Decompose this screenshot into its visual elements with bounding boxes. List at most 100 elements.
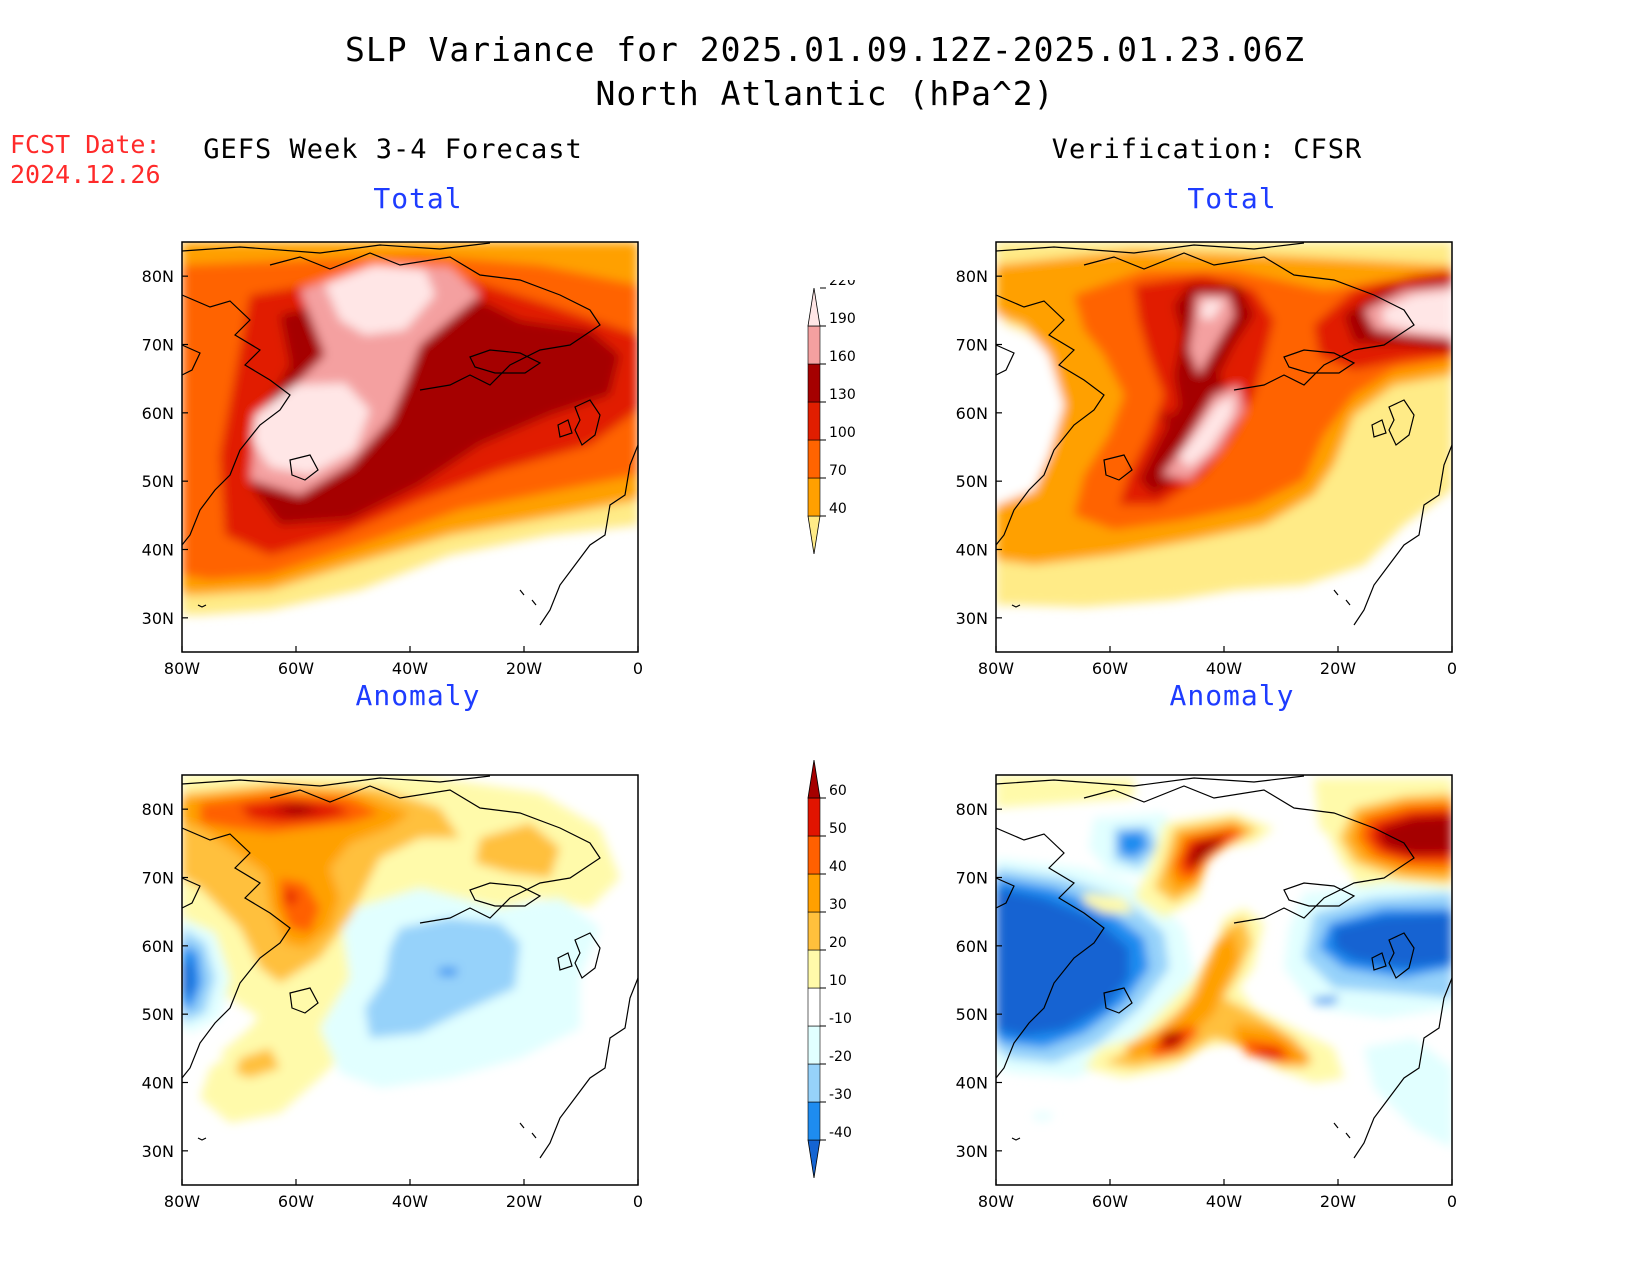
coastline — [182, 242, 638, 626]
main-title: SLP Variance for 2025.01.09.12Z-2025.01.… — [345, 30, 1305, 69]
colorbar-swatch — [807, 1139, 821, 1179]
colorbar-label: 70 — [829, 463, 847, 479]
colorbar-swatch — [807, 287, 821, 327]
lat-tick-label: 40N — [142, 1074, 174, 1093]
left-column-title: GEFS Week 3-4 Forecast — [203, 134, 583, 165]
map-panel-gefs-total: 80W 60W 40W 20W 0 30N 40N 50N 60N 70N 80N — [142, 241, 643, 675]
lat-tick-label: 80N — [956, 800, 988, 819]
colorbar-label: 130 — [829, 387, 856, 403]
lat-tick-label: 60N — [142, 404, 174, 423]
lat-tick-label: 40N — [956, 1074, 988, 1093]
colorbar-swatch — [807, 325, 821, 365]
colorbar-swatch — [807, 1025, 821, 1065]
lon-tick-label: 60W — [278, 1192, 314, 1208]
map-panel-cfsr-total: 80W 60W 40W 20W 0 30N 40N 50N 60N 70N 80N — [956, 241, 1457, 675]
lon-tick-label: 40W — [1206, 1192, 1242, 1208]
variance-field — [182, 242, 638, 652]
lon-tick-label: 20W — [1320, 1192, 1356, 1208]
lon-tick-label: 20W — [1320, 659, 1356, 675]
lat-tick-label: 80N — [956, 267, 988, 286]
lon-tick-label: 60W — [278, 659, 314, 675]
lat-tick-label: 30N — [956, 609, 988, 628]
lat-tick-label: 70N — [142, 336, 174, 355]
total-colorbar: 40 70 100 130 160 190 220 — [807, 280, 856, 555]
colorbar-swatch — [807, 477, 821, 517]
lat-tick-label: 30N — [142, 1142, 174, 1161]
colorbar-label: -40 — [829, 1125, 852, 1141]
colorbar-label: 10 — [829, 973, 847, 989]
lon-tick-label: 40W — [392, 1192, 428, 1208]
lat-tick-label: 70N — [142, 869, 174, 888]
lat-tick-label: 80N — [142, 800, 174, 819]
lat-tick-label: 80N — [142, 267, 174, 286]
lat-tick-label: 70N — [956, 336, 988, 355]
lon-tick-label: 80W — [164, 659, 200, 675]
colorbar-label: 40 — [829, 501, 847, 517]
colorbar-swatch — [807, 363, 821, 403]
colorbar-label: 190 — [829, 311, 856, 327]
map-panel-cfsr-anomaly: 80W 60W 40W 20W 0 30N 40N 50N 60N 70N 80N — [956, 774, 1457, 1208]
colorbar-label: 30 — [829, 897, 847, 913]
colorbar-label: 160 — [829, 349, 856, 365]
lat-tick-label: 40N — [142, 541, 174, 560]
lat-tick-label: 50N — [956, 1005, 988, 1024]
colorbar-label: 20 — [829, 935, 847, 951]
map-panel-gefs-anomaly: 80W 60W 40W 20W 0 30N 40N 50N 60N 70N 80N — [142, 774, 643, 1208]
bottom-left-subtitle: Anomaly — [355, 679, 481, 712]
lon-tick-label: 60W — [1092, 1192, 1128, 1208]
colorbar-swatch — [807, 515, 821, 555]
lon-tick-label: 40W — [1206, 659, 1242, 675]
lon-tick-label: 80W — [164, 1192, 200, 1208]
colorbar-label: 220 — [829, 280, 856, 289]
colorbar-label: 100 — [829, 425, 856, 441]
lon-tick-label: 0 — [1447, 659, 1457, 675]
colorbar-label: -30 — [829, 1087, 852, 1103]
top-left-subtitle: Total — [373, 182, 463, 215]
anomaly-colorbar: -40 -30 -20 -10 10 20 30 40 50 60 — [807, 759, 852, 1179]
colorbar-swatch — [807, 797, 821, 837]
anomaly-field — [996, 775, 1452, 1185]
lat-tick-label: 50N — [956, 472, 988, 491]
colorbar-swatch — [807, 1063, 821, 1103]
colorbar-label: -20 — [829, 1049, 852, 1065]
main-subtitle: North Atlantic (hPa^2) — [595, 74, 1055, 113]
lat-tick-label: 60N — [956, 937, 988, 956]
lat-tick-label: 50N — [142, 472, 174, 491]
colorbar-label: 60 — [829, 783, 847, 799]
colorbar-label: 50 — [829, 821, 847, 837]
coastline — [182, 775, 638, 1159]
colorbar-swatch — [807, 835, 821, 875]
lon-tick-label: 80W — [978, 659, 1014, 675]
lon-tick-label: 20W — [506, 659, 542, 675]
colorbar-swatch — [807, 439, 821, 479]
lat-tick-label: 30N — [142, 609, 174, 628]
colorbar-swatch — [807, 987, 821, 1027]
lat-tick-label: 60N — [142, 937, 174, 956]
colorbar-label: 40 — [829, 859, 847, 875]
colorbar-swatch — [807, 759, 821, 799]
colorbar-swatch — [807, 401, 821, 441]
colorbar-swatch — [807, 873, 821, 913]
lon-tick-label: 0 — [633, 1192, 643, 1208]
lon-tick-label: 40W — [392, 659, 428, 675]
anomaly-field — [182, 775, 638, 1185]
lon-tick-label: 0 — [633, 659, 643, 675]
colorbar-swatch — [807, 949, 821, 989]
forecast-date-label: FCST Date: — [10, 130, 161, 159]
bottom-right-subtitle: Anomaly — [1169, 679, 1295, 712]
lat-tick-label: 40N — [956, 541, 988, 560]
lon-tick-label: 60W — [1092, 659, 1128, 675]
colorbar-swatch — [807, 1101, 821, 1141]
lon-tick-label: 20W — [506, 1192, 542, 1208]
lat-tick-label: 50N — [142, 1005, 174, 1024]
lon-tick-label: 80W — [978, 1192, 1014, 1208]
variance-field — [996, 242, 1452, 652]
coastline — [996, 775, 1452, 1159]
colorbar-swatch — [807, 911, 821, 951]
top-right-subtitle: Total — [1187, 182, 1277, 215]
lat-tick-label: 70N — [956, 869, 988, 888]
forecast-date-value: 2024.12.26 — [10, 160, 161, 189]
lon-tick-label: 0 — [1447, 1192, 1457, 1208]
lat-tick-label: 30N — [956, 1142, 988, 1161]
right-column-title: Verification: CFSR — [1051, 134, 1363, 165]
